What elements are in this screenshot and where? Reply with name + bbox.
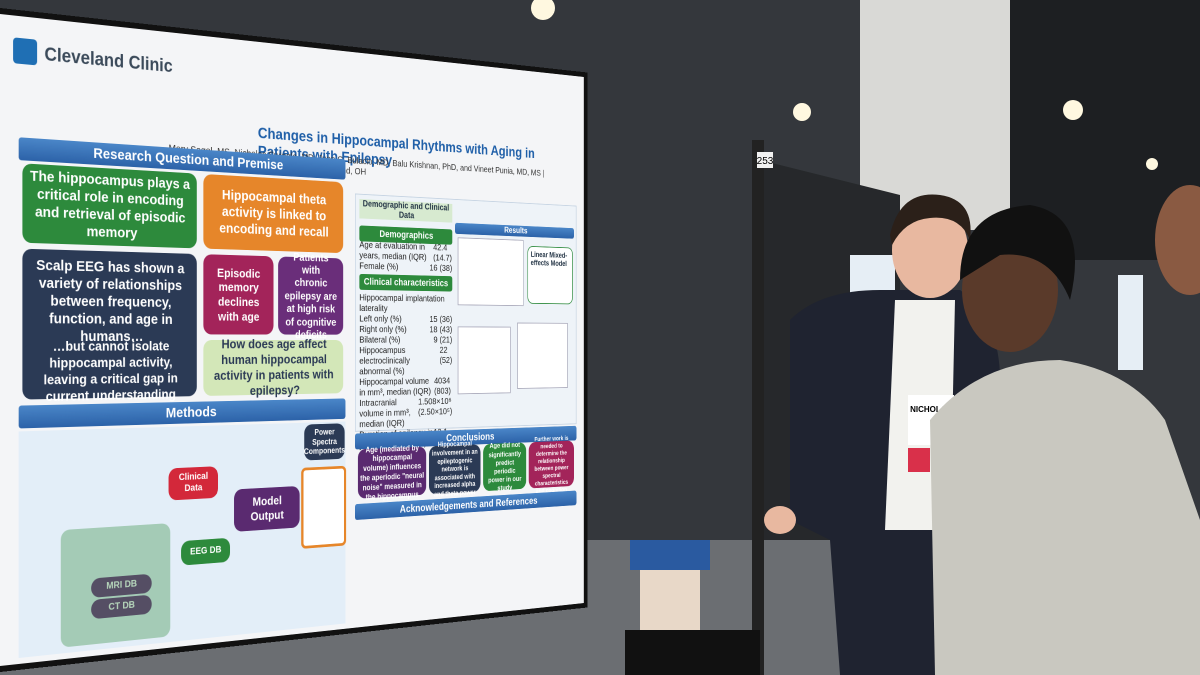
poster: Cleveland Clinic Changes in Hippocampal … [0, 14, 584, 666]
row-value: 9 (21) [433, 334, 453, 346]
badge-ribbon [908, 448, 930, 472]
row-label: Hippocampus electroclinically abnormal (… [359, 345, 410, 378]
premise-box: Patients with chronic epilepsy are at hi… [278, 250, 344, 341]
row-label: Intracranial volume in mm³, median (IQR) [359, 397, 411, 430]
listener-jacket [930, 360, 1200, 675]
logo-mark [13, 37, 38, 66]
far-poster [1118, 275, 1143, 370]
table-row: Hippocampal implantation laterality [359, 292, 452, 314]
row-value: 18 (43) [429, 324, 453, 335]
bystander [1155, 185, 1200, 295]
presenter-hand [764, 506, 796, 534]
light [1063, 100, 1083, 120]
row-value: 1.508×10⁶ (2.50×10⁵) [418, 396, 453, 418]
research-question: How does age affect human hippocampal ac… [203, 337, 344, 398]
conclusion: Age (mediated by hippocampal volume) inf… [357, 443, 427, 501]
table-row: Intracranial volume in mm³, median (IQR)… [359, 396, 452, 430]
row-label: Right only (%) [359, 324, 407, 335]
conclusion: Age did not significantly predict period… [483, 441, 527, 492]
light [793, 103, 811, 121]
row-label: Left only (%) [359, 313, 402, 325]
logo-text: Cleveland Clinic [44, 44, 173, 77]
bag [625, 630, 760, 675]
presenter-face [892, 202, 968, 298]
light [1146, 158, 1158, 170]
method-label: Model Output [234, 485, 300, 532]
badge-name: NICHOLAS [910, 405, 952, 414]
premise-box: …but cannot isolate hippocampal activity… [22, 338, 197, 404]
table-row: Bilateral (%) 9 (21) [359, 335, 452, 346]
table-row: Right only (%) 18 (43) [359, 324, 452, 335]
table-row: Hippocampus electroclinically abnormal (… [359, 345, 452, 377]
conclusion: Further work is needed to determine the … [528, 434, 574, 495]
table-row: Hippocampal volume in mm³, median (IQR) 4… [359, 376, 452, 398]
presenter-hair [890, 194, 971, 245]
scatter-plot [517, 322, 568, 389]
premise-box: The hippocampus plays a critical role in… [22, 163, 197, 249]
clinical-table: Hippocampal implantation laterality Left … [359, 292, 452, 451]
row-value: 22 (52) [439, 345, 453, 366]
scatter-plot [457, 326, 511, 395]
passerby-skirt [630, 540, 710, 570]
method-label: EEG DB [181, 537, 231, 566]
clinical-heading: Clinical characteristics [359, 273, 453, 292]
board-number: 253 [757, 156, 774, 167]
method-label: Power Spectra Components [304, 423, 345, 461]
row-value: 42.4 (14.7) [433, 242, 452, 264]
row-label: Hippocampal implantation laterality [359, 292, 445, 314]
row-label: Bilateral (%) [359, 334, 401, 346]
board-tag [757, 152, 773, 168]
row-label: Female (%) [359, 260, 399, 273]
listener-hair [960, 205, 1075, 300]
table-row: Left only (%) 15 (36) [359, 314, 452, 325]
results-matrix [457, 237, 524, 307]
row-label: Age at evaluation in years, median (IQR) [359, 239, 427, 263]
row-value: 4034 (803) [434, 375, 451, 397]
table-row: Female (%) 16 (38) [359, 261, 452, 274]
conclusion: Hippocampal involvement in an epileptoge… [428, 440, 481, 498]
row-label: Hippocampal volume in mm³, median (IQR) [359, 376, 431, 399]
row-value: 15 (36) [429, 314, 453, 325]
imaging-panel [60, 523, 171, 648]
premise-box: Episodic memory declines with age [203, 254, 274, 335]
premise-box: Hippocampal theta activity is linked to … [203, 173, 344, 254]
light [531, 0, 555, 20]
method-label: Clinical Data [168, 466, 218, 501]
demographics-table: Age at evaluation in years, median (IQR)… [359, 240, 452, 451]
table-row: Age at evaluation in years, median (IQR)… [359, 240, 452, 264]
board-post [752, 140, 764, 675]
model-box: Linear Mixed-effects Model [527, 245, 573, 305]
spectrum-plot [301, 465, 347, 549]
row-value: 16 (38) [429, 262, 453, 274]
